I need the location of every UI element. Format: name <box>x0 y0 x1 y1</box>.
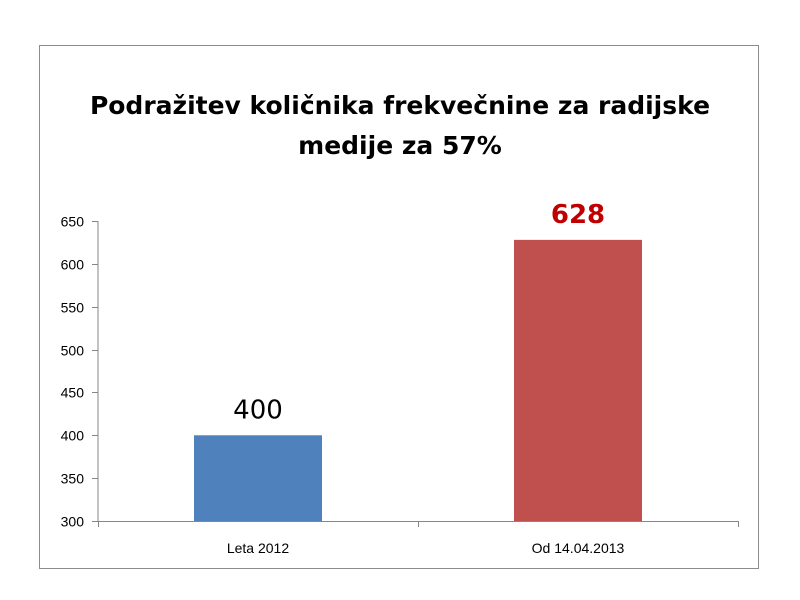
data-label: 400 <box>233 395 283 425</box>
data-labels: 400 628 <box>233 200 605 425</box>
bar <box>194 435 322 521</box>
y-tick-label: 300 <box>61 514 85 530</box>
bars <box>194 239 642 521</box>
y-tick-label: 350 <box>61 471 85 487</box>
x-axis: Leta 2012 Od 14.04.2013 <box>98 521 739 556</box>
y-tick-label: 500 <box>61 343 85 359</box>
chart-title: Podražitev količnika frekvečnine za radi… <box>60 86 740 166</box>
y-tick-label: 550 <box>61 300 85 316</box>
chart-title-line-2: medije za 57% <box>298 131 502 160</box>
x-category-label: Leta 2012 <box>227 540 289 556</box>
y-axis: 300 350 400 450 500 550 600 650 <box>61 214 99 530</box>
bar <box>514 239 642 521</box>
y-tick-label: 600 <box>61 257 85 273</box>
x-category-label: Od 14.04.2013 <box>532 540 625 556</box>
data-label: 628 <box>551 200 605 230</box>
chart-title-line-1: Podražitev količnika frekvečnine za radi… <box>89 91 711 120</box>
y-tick-label: 650 <box>61 214 85 230</box>
y-tick-label: 450 <box>61 385 85 401</box>
y-tick-label: 400 <box>61 428 85 444</box>
